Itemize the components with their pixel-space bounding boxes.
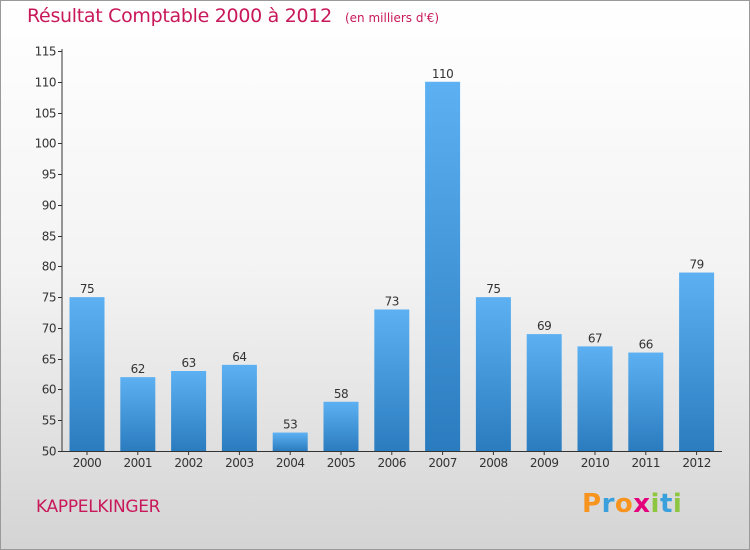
y-tick-label: 70 bbox=[42, 322, 56, 336]
y-tick-label: 90 bbox=[42, 199, 56, 213]
data-labels: 75 62 63 64 53 58 73 110 75 69 67 66 79 bbox=[80, 67, 704, 432]
y-tick-label: 75 bbox=[42, 291, 56, 305]
bar-2010 bbox=[577, 346, 613, 451]
y-tick-label: 50 bbox=[42, 445, 56, 459]
y-tick-label: 95 bbox=[42, 168, 56, 182]
x-tick-label-2000: 2000 bbox=[73, 456, 102, 470]
bar-2003 bbox=[221, 364, 257, 451]
x-tick-label-2005: 2005 bbox=[327, 456, 356, 470]
bar-series bbox=[69, 81, 715, 452]
bar-2001 bbox=[120, 377, 156, 451]
x-tick-label-2006: 2006 bbox=[378, 456, 407, 470]
x-tick-label-2010: 2010 bbox=[581, 456, 610, 470]
x-tick-label-2009: 2009 bbox=[530, 456, 559, 470]
bar-2006 bbox=[374, 309, 410, 451]
data-label-2007: 110 bbox=[432, 67, 453, 81]
data-label-2006: 73 bbox=[385, 294, 399, 308]
y-tick-label: 60 bbox=[42, 383, 56, 397]
bar-2005 bbox=[323, 401, 359, 451]
x-tick-label-2004: 2004 bbox=[276, 456, 305, 470]
y-axis: 50 55 60 65 70 75 80 85 90 95 100 105 110 115 bbox=[35, 45, 63, 459]
logo-letter: t bbox=[659, 489, 673, 519]
y-tick-label: 55 bbox=[42, 414, 56, 428]
x-tick-label-2008: 2008 bbox=[479, 456, 508, 470]
x-tick-label-2011: 2011 bbox=[632, 456, 661, 470]
y-tick-label: 65 bbox=[42, 353, 56, 367]
y-tick-label: 105 bbox=[35, 107, 56, 121]
chart-title: Résultat Comptable 2000 à 2012 bbox=[27, 5, 332, 27]
chart-title-block: Résultat Comptable 2000 à 2012 (en milli… bbox=[27, 5, 439, 27]
data-label-2012: 79 bbox=[689, 258, 703, 272]
y-tick-label: 80 bbox=[42, 260, 56, 274]
x-tick-label-2007: 2007 bbox=[428, 456, 457, 470]
data-label-2009: 69 bbox=[537, 319, 551, 333]
bar-2012 bbox=[679, 272, 715, 451]
data-label-2000: 75 bbox=[80, 282, 94, 296]
logo-letter: r bbox=[601, 489, 615, 519]
data-label-2010: 67 bbox=[588, 331, 602, 345]
y-tick-label: 100 bbox=[35, 137, 56, 151]
logo-letter: i bbox=[672, 489, 683, 519]
bar-2011 bbox=[628, 352, 664, 451]
data-label-2002: 63 bbox=[181, 356, 195, 370]
logo-letter: o bbox=[614, 489, 634, 519]
data-label-2005: 58 bbox=[334, 387, 348, 401]
y-tick-label: 85 bbox=[42, 230, 56, 244]
x-tick-label-2012: 2012 bbox=[682, 456, 711, 470]
x-tick-label-2001: 2001 bbox=[124, 456, 153, 470]
y-tick-label: 110 bbox=[35, 76, 56, 90]
logo-letter: i bbox=[650, 489, 660, 519]
proxiti-logo[interactable]: Proxiti bbox=[582, 489, 682, 519]
x-axis: 2000 2001 2002 2003 2004 2005 2006 2007 2008 2009… bbox=[62, 451, 722, 470]
chart-unit: (en milliers d'€) bbox=[344, 11, 440, 25]
bar-2000 bbox=[69, 297, 105, 451]
bar-2007 bbox=[425, 81, 461, 452]
x-tick-label-2002: 2002 bbox=[174, 456, 203, 470]
data-label-2004: 53 bbox=[283, 418, 297, 432]
bar-2002 bbox=[171, 371, 207, 451]
y-tick-label: 115 bbox=[35, 45, 56, 59]
data-label-2001: 62 bbox=[131, 362, 145, 376]
logo-letter: x bbox=[633, 489, 651, 519]
logo-letter: P bbox=[582, 489, 602, 519]
data-label-2003: 64 bbox=[232, 350, 246, 364]
data-label-2011: 66 bbox=[639, 338, 653, 352]
bar-2009 bbox=[526, 334, 562, 451]
bar-2008 bbox=[475, 297, 511, 451]
bar-2004 bbox=[272, 432, 308, 451]
commune-name: KAPPELKINGER bbox=[36, 497, 161, 517]
data-label-2008: 75 bbox=[486, 282, 500, 296]
x-tick-label-2003: 2003 bbox=[225, 456, 254, 470]
